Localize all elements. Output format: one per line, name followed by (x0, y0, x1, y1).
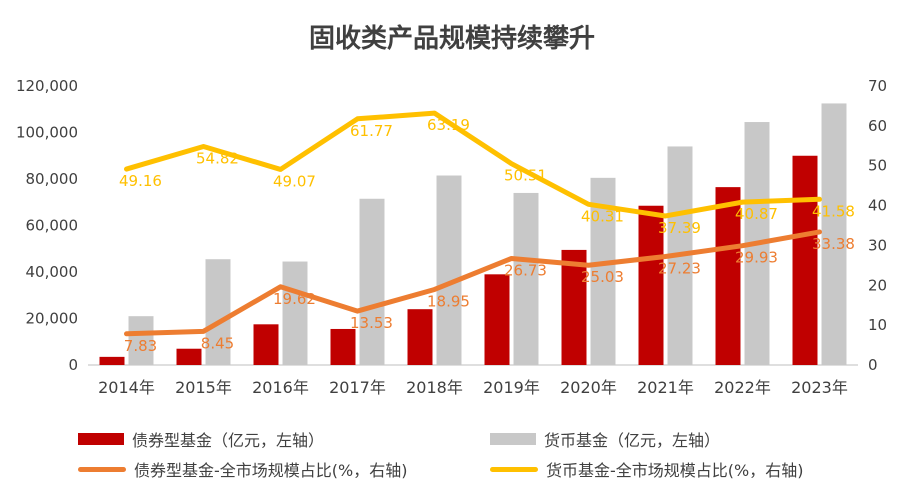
data-label-money-share: 40.31 (581, 207, 624, 225)
legend-item-bond-share: 债券型基金-全市场规模占比(%，右轴) (78, 456, 407, 482)
y-right-tick-label: 30 (868, 236, 887, 254)
data-label-bond-share: 13.53 (350, 314, 393, 332)
data-label-bond-share: 8.45 (201, 334, 234, 352)
y-left-tick-label: 120,000 (16, 77, 78, 95)
x-tick-label: 2019年 (483, 378, 540, 397)
bar-bond-fund (176, 348, 202, 365)
y-right-tick-label: 50 (868, 157, 887, 175)
y-right-tick-label: 70 (868, 77, 887, 95)
x-tick-label: 2020年 (560, 378, 617, 397)
y-right-tick-label: 40 (868, 197, 887, 215)
legend-label-money-fund: 货币基金（亿元，左轴） (544, 431, 721, 450)
legend-item-money-share: 货币基金-全市场规模占比(%，右轴) (490, 456, 803, 482)
bar-money-fund (282, 261, 308, 365)
bar-money-fund (205, 259, 231, 365)
y-left-tick-label: 0 (68, 356, 78, 374)
data-label-money-share: 49.16 (119, 172, 162, 190)
y-left-tick-label: 40,000 (26, 263, 79, 281)
y-right-tick-label: 60 (868, 117, 887, 135)
x-tick-label: 2014年 (98, 378, 155, 397)
data-label-bond-share: 33.38 (812, 235, 855, 253)
bar-bond-fund (253, 324, 279, 365)
x-tick-label: 2021年 (637, 378, 694, 397)
legend: 债券型基金（亿元，左轴） 货币基金（亿元，左轴） 债券型基金-全市场规模占比(%… (78, 424, 878, 494)
legend-swatch-money-fund (490, 433, 536, 445)
line-bond-share (124, 229, 822, 337)
legend-item-bond-fund: 债券型基金（亿元，左轴） (78, 426, 324, 452)
bar-bond-fund (484, 274, 510, 365)
bar-bond-fund (99, 356, 125, 365)
bar-money-fund (821, 103, 847, 365)
bar-bond-fund (407, 309, 433, 365)
legend-swatch-money-share (490, 466, 538, 472)
y-right-tick-label: 0 (868, 356, 878, 374)
legend-item-money-fund: 货币基金（亿元，左轴） (490, 426, 720, 452)
bar-money-fund (359, 198, 385, 365)
bar-bond-fund (330, 328, 356, 365)
data-label-money-share: 61.77 (350, 122, 393, 140)
data-label-money-share: 41.58 (812, 202, 855, 220)
bar-bond-fund (638, 205, 664, 365)
y-left-tick-label: 100,000 (16, 124, 78, 142)
data-label-bond-share: 25.03 (581, 268, 624, 286)
data-label-bond-share: 19.62 (273, 290, 316, 308)
y-left-tick-label: 20,000 (26, 310, 79, 328)
y-left-tick-label: 80,000 (26, 170, 79, 188)
data-label-money-share: 63.19 (427, 116, 470, 134)
data-label-money-share: 54.82 (196, 150, 239, 168)
x-tick-label: 2018年 (406, 378, 463, 397)
legend-label-money-share: 货币基金-全市场规模占比(%，右轴) (546, 461, 804, 480)
data-label-money-share: 49.07 (273, 172, 316, 190)
x-tick-label: 2023年 (791, 378, 848, 397)
data-label-money-share: 50.51 (504, 167, 547, 185)
y-right-tick-label: 20 (868, 276, 887, 294)
x-tick-label: 2015年 (175, 378, 232, 397)
bar-money-fund (513, 192, 539, 365)
legend-swatch-bond-fund (78, 433, 124, 445)
bar-money-fund (128, 316, 154, 365)
data-label-bond-share: 7.83 (124, 337, 157, 355)
data-label-money-share: 40.87 (735, 205, 778, 223)
legend-swatch-bond-share (78, 466, 126, 472)
chart-title: 固收类产品规模持续攀升 (308, 24, 595, 54)
x-tick-label: 2022年 (714, 378, 771, 397)
bar-bond-fund (792, 155, 818, 365)
x-tick-label: 2016年 (252, 378, 309, 397)
legend-label-bond-share: 债券型基金-全市场规模占比(%，右轴) (134, 461, 408, 480)
legend-label-bond-fund: 债券型基金（亿元，左轴） (132, 431, 325, 450)
x-tick-label: 2017年 (329, 378, 386, 397)
bar-bond-fund (561, 249, 587, 365)
bar-money-fund (436, 175, 462, 365)
data-label-bond-share: 29.93 (735, 249, 778, 267)
line-money-share (124, 110, 822, 219)
y-right-tick-label: 10 (868, 316, 887, 334)
y-left-tick-label: 60,000 (26, 217, 79, 235)
data-label-bond-share: 27.23 (658, 259, 701, 277)
data-label-money-share: 37.39 (658, 219, 701, 237)
data-label-bond-share: 26.73 (504, 261, 547, 279)
bar-bond-fund (715, 187, 741, 365)
data-label-bond-share: 18.95 (427, 292, 470, 310)
